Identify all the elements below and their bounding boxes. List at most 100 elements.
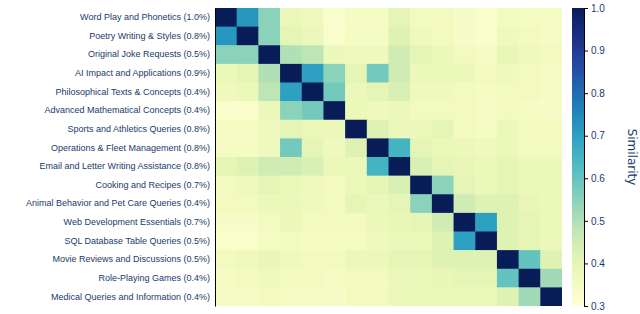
heatmap-cell xyxy=(432,232,454,251)
heatmap-cell xyxy=(389,232,411,251)
heatmap-cell xyxy=(540,213,562,232)
heatmap-cell xyxy=(237,101,259,120)
heatmap-cell xyxy=(323,8,345,27)
y-tick: Sports and Athletics Queries (0.8%) xyxy=(67,124,210,134)
heatmap-cell xyxy=(280,232,302,251)
heatmap-cell xyxy=(454,287,476,306)
heatmap-cell xyxy=(540,232,562,251)
heatmap-cell xyxy=(497,120,519,139)
heatmap-cell xyxy=(497,27,519,46)
heatmap-cell xyxy=(454,157,476,176)
heatmap-cell xyxy=(475,157,497,176)
y-tick: Word Play and Phonetics (1.0%) xyxy=(80,12,210,22)
heatmap-cell xyxy=(519,45,541,64)
heatmap-cell xyxy=(454,64,476,83)
heatmap-cell xyxy=(302,157,324,176)
heatmap-cell xyxy=(280,120,302,139)
heatmap-cell xyxy=(540,64,562,83)
heatmap-cell xyxy=(258,232,280,251)
heatmap-cell xyxy=(454,194,476,213)
heatmap-cell xyxy=(519,250,541,269)
colorbar-tick: 0.4 xyxy=(584,258,605,269)
heatmap-cell xyxy=(323,213,345,232)
heatmap-cell xyxy=(215,194,237,213)
heatmap-cell xyxy=(454,27,476,46)
heatmap-cell xyxy=(302,232,324,251)
heatmap-cell xyxy=(432,194,454,213)
y-tick-label: Medical Queries and Information (0.4%) xyxy=(51,292,210,302)
colorbar-label: Similarity xyxy=(625,129,639,186)
y-tick-label: Animal Behavior and Pet Care Queries (0.… xyxy=(26,198,210,208)
heatmap-cell xyxy=(432,8,454,27)
colorbar-tick-label: 0.6 xyxy=(591,173,605,184)
colorbar-tick-label: 0.4 xyxy=(591,258,605,269)
heatmap-cell xyxy=(258,8,280,27)
colorbar-tick: 0.6 xyxy=(584,173,605,184)
colorbar-tick: 1.0 xyxy=(584,3,605,14)
heatmap-cell xyxy=(454,8,476,27)
heatmap-cell xyxy=(215,213,237,232)
heatmap-cell xyxy=(519,269,541,288)
heatmap-cell xyxy=(432,27,454,46)
heatmap-cell xyxy=(519,120,541,139)
y-tick: Philosophical Texts & Concepts (0.4%) xyxy=(56,87,210,97)
heatmap-cell xyxy=(540,157,562,176)
heatmap-cell xyxy=(519,232,541,251)
heatmap-cell xyxy=(519,213,541,232)
heatmap-cell xyxy=(237,27,259,46)
y-tick: Original Joke Requests (0.5%) xyxy=(88,49,210,59)
heatmap-cell xyxy=(454,138,476,157)
heatmap-cell xyxy=(432,176,454,195)
heatmap-cell xyxy=(237,8,259,27)
colorbar-tick-mark xyxy=(584,306,588,307)
heatmap-cell xyxy=(258,213,280,232)
y-tick-label: Role-Playing Games (0.4%) xyxy=(98,273,210,283)
heatmap-cell xyxy=(497,64,519,83)
heatmap-cell xyxy=(389,45,411,64)
heatmap-cell xyxy=(432,120,454,139)
heatmap-cell xyxy=(519,83,541,102)
heatmap-cell xyxy=(215,64,237,83)
heatmap-cell xyxy=(367,83,389,102)
heatmap-cell xyxy=(540,250,562,269)
heatmap-cell xyxy=(258,101,280,120)
heatmap-cell xyxy=(345,27,367,46)
heatmap-cell xyxy=(519,138,541,157)
heatmap-cell xyxy=(410,27,432,46)
y-tick-label: Philosophical Texts & Concepts (0.4%) xyxy=(56,87,210,97)
heatmap-cell xyxy=(519,194,541,213)
heatmap-cell xyxy=(323,101,345,120)
heatmap-cell xyxy=(345,64,367,83)
heatmap-cell xyxy=(215,138,237,157)
heatmap-cell xyxy=(367,157,389,176)
heatmap-cell xyxy=(497,45,519,64)
heatmap-cell xyxy=(215,45,237,64)
heatmap-cell xyxy=(410,45,432,64)
heatmap-cell xyxy=(323,64,345,83)
heatmap-cell xyxy=(323,45,345,64)
heatmap-cell xyxy=(475,138,497,157)
y-axis: Word Play and Phonetics (1.0%)Poetry Wri… xyxy=(26,9,216,307)
heatmap-cell xyxy=(215,232,237,251)
colorbar-axis: 0.30.40.50.60.70.80.91.0 xyxy=(584,3,605,312)
y-axis-line xyxy=(215,9,216,307)
heatmap-cell xyxy=(280,157,302,176)
heatmap-cell xyxy=(410,157,432,176)
y-tick: Operations & Fleet Management (0.8%) xyxy=(51,143,210,153)
y-tick: Role-Playing Games (0.4%) xyxy=(98,273,210,283)
heatmap-cell xyxy=(215,157,237,176)
heatmap-cell xyxy=(323,269,345,288)
y-tick-label: Cooking and Recipes (0.7%) xyxy=(95,180,210,190)
heatmap-cell xyxy=(258,120,280,139)
heatmap-cell xyxy=(475,232,497,251)
heatmap-cell xyxy=(540,194,562,213)
heatmap-cell xyxy=(237,287,259,306)
heatmap-cell xyxy=(454,83,476,102)
heatmap-cell xyxy=(345,101,367,120)
heatmap-cell xyxy=(237,45,259,64)
colorbar-tick-label: 0.5 xyxy=(591,216,605,227)
heatmap-cell xyxy=(540,269,562,288)
heatmap-cell xyxy=(302,138,324,157)
heatmap-cell xyxy=(410,176,432,195)
heatmap-cell xyxy=(237,194,259,213)
